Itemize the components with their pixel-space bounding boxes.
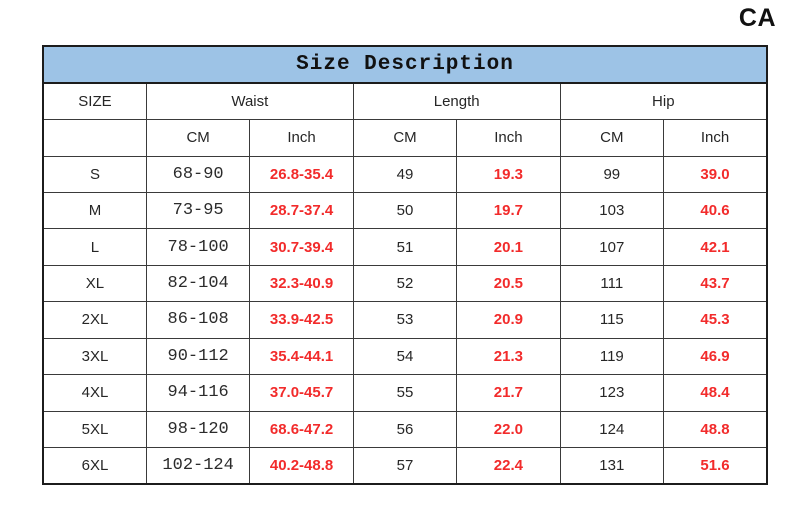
length-inch-value: 22.0 bbox=[456, 410, 561, 449]
hip-inch-value: 46.9 bbox=[663, 337, 768, 376]
waist-cm-value: 90-112 bbox=[145, 337, 251, 376]
waist-cm-value: 73-95 bbox=[145, 191, 251, 230]
hip-inch-value: 40.6 bbox=[663, 191, 768, 230]
hip-cm-value: 107 bbox=[559, 228, 665, 266]
hip-inch-value: 43.7 bbox=[663, 264, 768, 303]
size-label: 2XL bbox=[42, 301, 147, 339]
table-group-header-row: SIZE Waist Length Hip bbox=[42, 82, 768, 120]
waist-inch-value: 33.9-42.5 bbox=[249, 301, 354, 339]
waist-cm-value: 94-116 bbox=[145, 374, 251, 412]
hip-inch-value: 42.1 bbox=[663, 228, 768, 266]
hip-cm-value: 99 bbox=[559, 155, 665, 193]
hip-cm-value: 124 bbox=[559, 410, 665, 449]
table-row: S 68-90 26.8-35.4 49 19.3 99 39.0 bbox=[42, 155, 768, 193]
size-label: 6XL bbox=[42, 447, 147, 485]
size-label: L bbox=[42, 228, 147, 266]
waist-inch-value: 68.6-47.2 bbox=[249, 410, 354, 449]
table-row: 3XL 90-112 35.4-44.1 54 21.3 119 46.9 bbox=[42, 337, 768, 376]
table-row: L 78-100 30.7-39.4 51 20.1 107 42.1 bbox=[42, 228, 768, 266]
length-cm-value: 56 bbox=[352, 410, 458, 449]
length-inch-value: 21.7 bbox=[456, 374, 561, 412]
waist-cm-value: 68-90 bbox=[145, 155, 251, 193]
hip-cm-value: 103 bbox=[559, 191, 665, 230]
length-inch-value: 20.1 bbox=[456, 228, 561, 266]
table-title: Size Description bbox=[42, 45, 768, 84]
table-row: 2XL 86-108 33.9-42.5 53 20.9 115 45.3 bbox=[42, 301, 768, 339]
waist-inch-value: 35.4-44.1 bbox=[249, 337, 354, 376]
length-cm-value: 57 bbox=[352, 447, 458, 485]
hip-cm-value: 119 bbox=[559, 337, 665, 376]
col-header-hip: Hip bbox=[559, 82, 768, 120]
waist-inch-value: 40.2-48.8 bbox=[249, 447, 354, 485]
length-cm-value: 50 bbox=[352, 191, 458, 230]
table-unit-header-row: CM Inch CM Inch CM Inch bbox=[42, 118, 768, 157]
unit-hip-inch: Inch bbox=[663, 118, 768, 157]
waist-cm-value: 98-120 bbox=[145, 410, 251, 449]
length-inch-value: 19.3 bbox=[456, 155, 561, 193]
hip-inch-value: 39.0 bbox=[663, 155, 768, 193]
size-description-table: Size Description SIZE Waist Length Hip C… bbox=[42, 45, 768, 485]
waist-inch-value: 30.7-39.4 bbox=[249, 228, 354, 266]
hip-cm-value: 115 bbox=[559, 301, 665, 339]
hip-inch-value: 48.8 bbox=[663, 410, 768, 449]
waist-cm-value: 86-108 bbox=[145, 301, 251, 339]
length-cm-value: 49 bbox=[352, 155, 458, 193]
length-cm-value: 51 bbox=[352, 228, 458, 266]
size-label: 3XL bbox=[42, 337, 147, 376]
unit-hip-cm: CM bbox=[559, 118, 665, 157]
col-header-size: SIZE bbox=[42, 82, 147, 120]
size-label: M bbox=[42, 191, 147, 230]
size-label: S bbox=[42, 155, 147, 193]
col-header-waist: Waist bbox=[145, 82, 354, 120]
size-label: XL bbox=[42, 264, 147, 303]
hip-cm-value: 131 bbox=[559, 447, 665, 485]
length-cm-value: 55 bbox=[352, 374, 458, 412]
waist-inch-value: 26.8-35.4 bbox=[249, 155, 354, 193]
table-row: 6XL 102-124 40.2-48.8 57 22.4 131 51.6 bbox=[42, 447, 768, 485]
waist-inch-value: 32.3-40.9 bbox=[249, 264, 354, 303]
waist-cm-value: 78-100 bbox=[145, 228, 251, 266]
hip-cm-value: 111 bbox=[559, 264, 665, 303]
length-inch-value: 20.5 bbox=[456, 264, 561, 303]
unit-waist-cm: CM bbox=[145, 118, 251, 157]
size-label: 4XL bbox=[42, 374, 147, 412]
length-inch-value: 20.9 bbox=[456, 301, 561, 339]
unit-blank-cell bbox=[42, 118, 147, 157]
hip-cm-value: 123 bbox=[559, 374, 665, 412]
waist-inch-value: 28.7-37.4 bbox=[249, 191, 354, 230]
length-cm-value: 53 bbox=[352, 301, 458, 339]
length-inch-value: 21.3 bbox=[456, 337, 561, 376]
hip-inch-value: 45.3 bbox=[663, 301, 768, 339]
unit-length-cm: CM bbox=[352, 118, 458, 157]
unit-waist-inch: Inch bbox=[249, 118, 354, 157]
length-cm-value: 54 bbox=[352, 337, 458, 376]
hip-inch-value: 48.4 bbox=[663, 374, 768, 412]
hip-inch-value: 51.6 bbox=[663, 447, 768, 485]
waist-cm-value: 82-104 bbox=[145, 264, 251, 303]
size-label: 5XL bbox=[42, 410, 147, 449]
length-inch-value: 22.4 bbox=[456, 447, 561, 485]
table-row: 4XL 94-116 37.0-45.7 55 21.7 123 48.4 bbox=[42, 374, 768, 412]
table-title-row: Size Description bbox=[42, 45, 768, 84]
table-row: XL 82-104 32.3-40.9 52 20.5 111 43.7 bbox=[42, 264, 768, 303]
waist-inch-value: 37.0-45.7 bbox=[249, 374, 354, 412]
col-header-length: Length bbox=[352, 82, 561, 120]
table-row: M 73-95 28.7-37.4 50 19.7 103 40.6 bbox=[42, 191, 768, 230]
unit-length-inch: Inch bbox=[456, 118, 561, 157]
table-row: 5XL 98-120 68.6-47.2 56 22.0 124 48.8 bbox=[42, 410, 768, 449]
waist-cm-value: 102-124 bbox=[145, 447, 251, 485]
region-label: CA bbox=[738, 4, 776, 32]
length-inch-value: 19.7 bbox=[456, 191, 561, 230]
length-cm-value: 52 bbox=[352, 264, 458, 303]
